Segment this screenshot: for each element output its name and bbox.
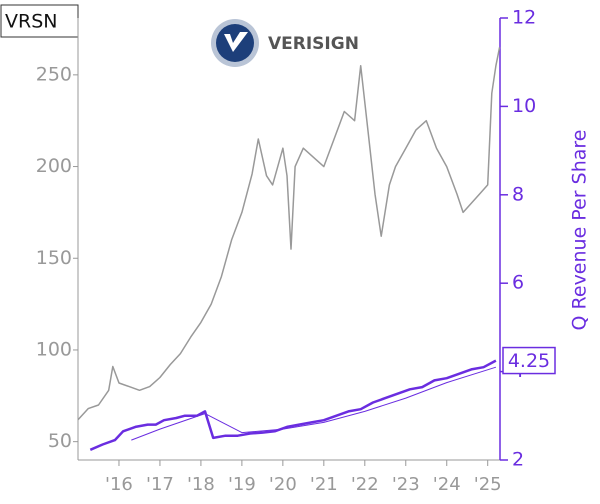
logo-text: VERISIGN: [268, 34, 359, 54]
y-tick-label: 150: [36, 247, 72, 269]
y-tick-label: 50: [48, 430, 72, 452]
x-tick-label: '17: [146, 474, 174, 495]
series-line: [131, 366, 497, 441]
x-tick-label: '16: [105, 474, 133, 495]
logo: VERISIGN: [211, 19, 359, 67]
title-box: [0, 4, 79, 38]
x-tick-label: '20: [269, 474, 297, 495]
x-tick-label: '18: [187, 474, 215, 495]
y-tick-label: 200: [36, 155, 72, 177]
value-label-box: [502, 346, 556, 375]
x-tick-label: '19: [228, 474, 256, 495]
y-tick-label: 100: [36, 338, 72, 360]
value-label: 4.25: [508, 350, 550, 372]
x-tick-label: '25: [474, 474, 502, 495]
y2-tick-label: 6: [512, 272, 524, 294]
chart-title: VRSN: [5, 11, 57, 33]
y2-tick-label: 10: [512, 95, 536, 117]
x-tick-label: '22: [351, 474, 379, 495]
y2-tick-label: 8: [512, 183, 524, 205]
x-tick-label: '24: [433, 474, 461, 495]
y2-tick-label: 12: [512, 7, 536, 29]
series-line: [89, 359, 497, 451]
logo-mark: [224, 32, 248, 52]
series-line: [77, 47, 501, 421]
x-tick-label: '21: [310, 474, 338, 495]
x-tick-label: '23: [392, 474, 420, 495]
y-tick-label: 250: [36, 63, 72, 85]
y2-tick-label: 2: [512, 449, 524, 471]
y2-axis-label: Q Revenue Per Share: [569, 130, 591, 331]
